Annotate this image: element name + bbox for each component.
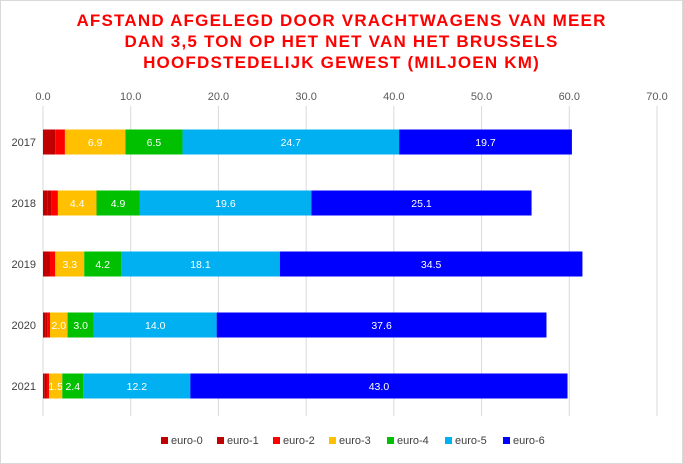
y-category-label: 2018 (12, 198, 36, 210)
legend-swatch-euro-4 (387, 437, 394, 444)
bar-segment-euro-1-2020 (45, 312, 48, 338)
bar-segment-euro-4-2021 (62, 373, 84, 399)
bar-segment-euro-0-2019 (43, 251, 47, 277)
bar-segment-euro-4-2019 (84, 251, 122, 277)
y-category-label: 2019 (12, 259, 36, 271)
data-label: 3.0 (73, 320, 88, 332)
bar-segment-euro-5-2018 (139, 190, 312, 216)
legend-label: euro-5 (455, 435, 487, 447)
bar-segment-euro-3-2019 (55, 251, 85, 277)
x-tick-label: 0.0 (35, 91, 50, 103)
bar-segment-euro-2-2021 (46, 373, 50, 399)
bar-segment-euro-4-2018 (96, 190, 140, 216)
bar-segment-euro-3-2020 (50, 312, 68, 338)
data-label: 4.4 (70, 198, 85, 210)
legend-swatch-euro-6 (503, 437, 510, 444)
bar-segment-euro-0-2017 (43, 129, 51, 155)
y-category-label: 2021 (12, 381, 36, 393)
bar-segment-euro-5-2019 (121, 251, 280, 277)
legend-label: euro-3 (339, 435, 371, 447)
bar-segment-euro-3-2021 (49, 373, 63, 399)
bar-segment-euro-1-2018 (47, 190, 52, 216)
data-label: 37.6 (371, 320, 392, 332)
bar-segment-euro-6-2018 (311, 190, 532, 216)
bar-segment-euro-4-2017 (125, 129, 183, 155)
bar-segment-euro-0-2020 (43, 312, 46, 338)
bar-segment-euro-3-2017 (64, 129, 126, 155)
x-tick-label: 60.0 (559, 91, 580, 103)
data-label: 12.2 (127, 381, 148, 393)
x-tick-label: 50.0 (471, 91, 492, 103)
bar-segment-euro-6-2019 (279, 251, 583, 277)
legend-label: euro-4 (397, 435, 429, 447)
bar-segment-euro-1-2021 (44, 373, 47, 399)
data-label: 19.7 (475, 137, 496, 149)
legend-label: euro-2 (283, 435, 315, 447)
data-label: 19.6 (215, 198, 236, 210)
data-label: 2.0 (51, 320, 66, 332)
bar-segment-euro-4-2020 (67, 312, 94, 338)
bar-segment-euro-6-2017 (399, 129, 572, 155)
legend-label: euro-6 (513, 435, 545, 447)
data-label: 25.1 (411, 198, 432, 210)
bar-segment-euro-5-2020 (93, 312, 217, 338)
data-label: 4.2 (95, 259, 110, 271)
bar-segment-euro-2-2018 (51, 190, 58, 216)
bar-segment-euro-2-2019 (50, 251, 56, 277)
data-label: 34.5 (421, 259, 442, 271)
legend-swatch-euro-5 (445, 437, 452, 444)
data-label: 1.5 (48, 381, 63, 393)
legend-swatch-euro-3 (329, 437, 336, 444)
legend-swatch-euro-2 (273, 437, 280, 444)
data-label: 18.1 (190, 259, 211, 271)
bar-segment-euro-6-2021 (190, 373, 568, 399)
bar-segment-euro-2-2017 (55, 129, 65, 155)
bar-segment-euro-5-2021 (83, 373, 191, 399)
x-tick-label: 10.0 (120, 91, 141, 103)
data-label: 6.9 (88, 137, 103, 149)
data-label: 43.0 (369, 381, 390, 393)
chart-title-line-3: HOOFDSTEDELIJK GEWEST (MILJOEN KM) (143, 53, 540, 72)
chart-title: AFSTAND AFGELEGD DOOR VRACHTWAGENS VAN M… (0, 10, 683, 73)
data-label: 3.3 (62, 259, 77, 271)
x-tick-label: 20.0 (208, 91, 229, 103)
bar-segment-euro-1-2019 (46, 251, 51, 277)
chart-title-line-2: DAN 3,5 TON OP HET NET VAN HET BRUSSELS (124, 32, 559, 51)
legend-label: euro-1 (227, 435, 259, 447)
legend-swatch-euro-0 (161, 437, 168, 444)
bar-segment-euro-0-2021 (43, 373, 45, 399)
x-tick-label: 40.0 (383, 91, 404, 103)
y-category-label: 2020 (12, 320, 36, 332)
bar-segment-euro-6-2020 (216, 312, 547, 338)
legend-label: euro-0 (171, 435, 203, 447)
bar-segment-euro-2-2020 (47, 312, 51, 338)
legend-swatch-euro-1 (217, 437, 224, 444)
bar-segment-euro-3-2018 (57, 190, 97, 216)
bar-segment-euro-5-2017 (182, 129, 400, 155)
x-tick-label: 30.0 (295, 91, 316, 103)
data-label: 4.9 (111, 198, 126, 210)
data-label: 24.7 (281, 137, 302, 149)
bar-segment-euro-0-2018 (43, 190, 48, 216)
x-tick-label: 70.0 (646, 91, 667, 103)
data-label: 2.4 (66, 381, 81, 393)
data-label: 14.0 (145, 320, 166, 332)
bar-segment-euro-1-2017 (50, 129, 56, 155)
y-category-label: 2017 (12, 137, 36, 149)
chart-title-line-1: AFSTAND AFGELEGD DOOR VRACHTWAGENS VAN M… (76, 11, 607, 30)
data-label: 6.5 (147, 137, 162, 149)
